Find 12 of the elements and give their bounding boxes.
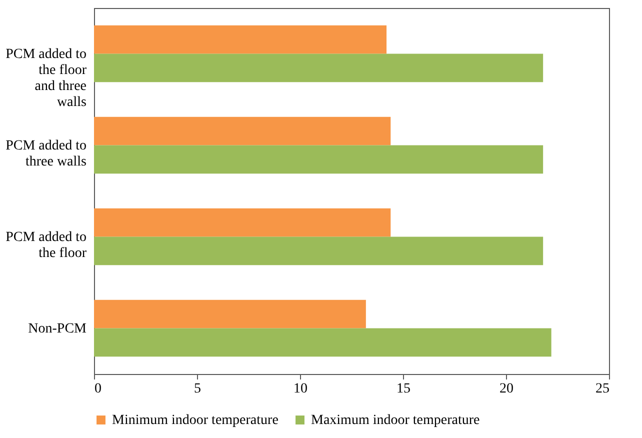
legend-label: Maximum indoor temperature xyxy=(311,413,480,428)
y-tick-label: Non-PCM xyxy=(28,321,88,336)
x-tick-label: 15 xyxy=(396,382,410,396)
x-tick-label: 25 xyxy=(596,382,610,396)
y-tick-label: PCM added to the floor and three walls xyxy=(6,46,87,110)
legend-label: Minimum indoor temperature xyxy=(112,413,278,428)
y-tick-label: PCM added to the floor xyxy=(6,230,87,261)
x-tick-label: 5 xyxy=(194,382,201,396)
y-tick-label: PCM added to three walls xyxy=(6,138,86,170)
x-tick-label: 10 xyxy=(294,382,308,396)
x-tick-label: 0 xyxy=(94,382,102,396)
x-tick-label: 20 xyxy=(500,382,514,396)
